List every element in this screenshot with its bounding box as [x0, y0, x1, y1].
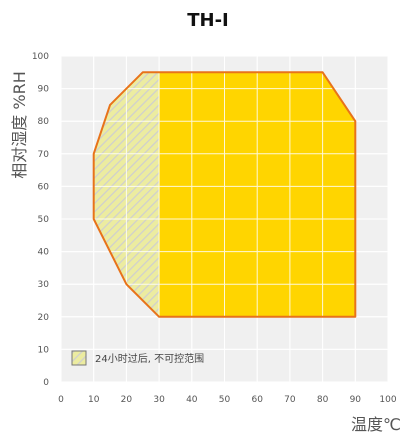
grid-lines-overlay — [60, 55, 389, 383]
legend-label: 24小时过后, 不可控范围 — [95, 352, 204, 365]
y-tick-label: 0 — [43, 378, 49, 388]
y-tick-label: 40 — [38, 248, 50, 258]
y-tick-label: 80 — [38, 117, 50, 127]
y-tick-labels: 0 10 20 30 40 50 60 70 80 90 100 — [32, 52, 49, 388]
x-tick-label: 10 — [88, 395, 100, 405]
y-tick-label: 70 — [38, 150, 50, 160]
x-tick-label: 100 — [379, 395, 396, 405]
y-tick-label: 60 — [38, 182, 50, 192]
x-tick-label: 90 — [350, 395, 362, 405]
x-tick-label: 80 — [317, 395, 329, 405]
x-tick-label: 50 — [219, 395, 231, 405]
y-tick-label: 50 — [38, 215, 50, 225]
chart-title: TH-I — [187, 10, 229, 31]
x-tick-label: 20 — [121, 395, 133, 405]
x-tick-label: 0 — [58, 395, 64, 405]
y-axis-label: 相对湿度 %RH — [10, 71, 29, 178]
y-tick-label: 100 — [32, 52, 49, 62]
x-tick-label: 60 — [251, 395, 263, 405]
region-outline — [92, 71, 357, 318]
x-axis-label: 温度℃ — [351, 415, 401, 434]
y-tick-label: 90 — [38, 85, 50, 95]
y-tick-label: 30 — [38, 280, 50, 290]
legend: 24小时过后, 不可控范围 — [71, 350, 204, 366]
x-tick-label: 30 — [153, 395, 165, 405]
x-tick-label: 70 — [284, 395, 296, 405]
x-tick-label: 40 — [186, 395, 198, 405]
x-tick-labels: 0 10 20 30 40 50 60 70 80 90 100 — [58, 395, 397, 405]
y-tick-label: 10 — [38, 345, 50, 355]
legend-swatch — [71, 350, 87, 366]
y-tick-label: 20 — [38, 313, 50, 323]
